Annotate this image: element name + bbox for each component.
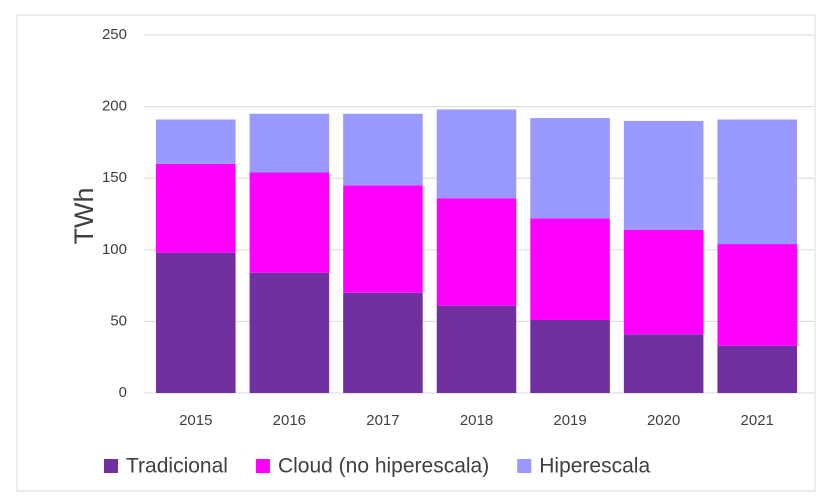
x-tick-label: 2020 <box>647 412 680 429</box>
bar-segment <box>436 198 517 306</box>
y-axis-label: TWh <box>69 188 99 245</box>
x-tick-label: 2017 <box>366 412 399 429</box>
bar-segment <box>343 113 423 186</box>
bar-segment <box>249 113 330 173</box>
bar-segment <box>249 172 330 273</box>
y-tick-label: 150 <box>102 169 127 186</box>
x-tick-label: 2018 <box>460 412 493 429</box>
y-tick-label: 0 <box>119 384 127 401</box>
legend-swatch <box>517 459 532 473</box>
bar-segment <box>436 305 517 393</box>
legend-label: Tradicional <box>126 455 228 478</box>
legend-swatch <box>255 459 270 473</box>
bar-segment <box>623 120 704 230</box>
y-tick-label: 250 <box>102 26 127 43</box>
x-tick-label: 2021 <box>741 412 774 429</box>
y-tick-label: 100 <box>102 241 127 258</box>
legend-label: Cloud (no hiperescala) <box>278 455 489 478</box>
x-tick-label: 2019 <box>553 412 586 429</box>
y-tick-label: 50 <box>110 312 127 329</box>
bar-segment <box>530 118 610 219</box>
legend-label: Hiperescala <box>539 455 650 478</box>
bar-segment <box>343 292 423 393</box>
bar-segment <box>343 185 423 293</box>
bar-segment <box>156 252 236 393</box>
bar-segment <box>717 345 797 393</box>
bar-segment <box>623 229 704 335</box>
bar-segment <box>249 272 330 393</box>
y-tick-label: 200 <box>102 98 127 115</box>
x-tick-label: 2015 <box>179 412 212 429</box>
bar-segment <box>717 244 797 346</box>
legend-swatch <box>104 459 118 473</box>
bar-segment <box>530 218 610 320</box>
x-tick-label: 2016 <box>273 412 306 429</box>
bar-segment <box>156 163 236 253</box>
bar-segment <box>530 319 610 393</box>
bar-segment <box>436 109 517 199</box>
bar-segment <box>623 334 704 393</box>
bar-segment <box>717 119 797 245</box>
bar-segment <box>156 119 236 164</box>
